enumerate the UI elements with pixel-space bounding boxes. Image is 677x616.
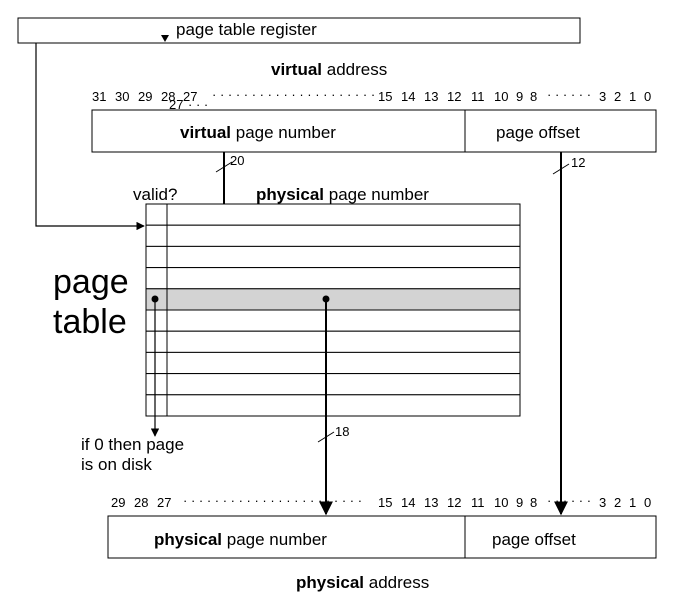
physical-bit-numbers: 29 28 27 · · · · · · · · · · · · · · · ·… — [111, 493, 651, 510]
page-table-title-line1: page — [53, 263, 129, 301]
vbit-dots-upper: · · · · · · · · · · · · · · · · · · · · … — [212, 87, 375, 102]
offset-width-label: 12 — [571, 155, 585, 170]
vbit-dots-lower: · · · — [188, 97, 208, 112]
vbit-10: 10 — [494, 89, 508, 104]
pbit-1: 1 — [629, 495, 636, 510]
vpn-width-slash — [215, 161, 233, 173]
vbit-14: 14 — [401, 89, 415, 104]
pbit-29: 29 — [111, 495, 125, 510]
pbit-12: 12 — [447, 495, 461, 510]
vbit-28: 28 — [161, 89, 175, 104]
vbit-15: 15 — [378, 89, 392, 104]
ppn-width-slash — [317, 431, 335, 443]
ppn-width-label: 18 — [335, 424, 349, 439]
physical-address-box — [107, 515, 657, 559]
register-down-arrow-icon — [161, 35, 169, 42]
pbit-13: 13 — [424, 495, 438, 510]
vbit-1: 1 — [629, 89, 636, 104]
vbit-dots-right: · · · · · · — [547, 87, 591, 102]
page-table-title-line2: table — [53, 303, 127, 341]
vbit-11: 11 — [471, 89, 485, 104]
virtual-address-box — [91, 109, 657, 153]
physical-page-number-label: physical page number — [154, 530, 327, 549]
vbit-8: 8 — [530, 89, 537, 104]
vbit-31: 31 — [92, 89, 106, 104]
page-table-register-label: page table register — [176, 20, 317, 39]
page-table-row — [145, 224, 521, 247]
offset-width-slash — [552, 163, 570, 175]
pbit-dots-upper: · · · · · · · · · · · · · · · · · · · · … — [183, 493, 362, 508]
vbit-27-extra: 27 — [169, 97, 183, 112]
pbit-0: 0 — [644, 495, 651, 510]
physical-page-offset-label: page offset — [492, 530, 576, 549]
vbit-13: 13 — [424, 89, 438, 104]
vbit-30: 30 — [115, 89, 129, 104]
page-table-register-box — [17, 17, 581, 44]
virtual-page-number-label: virtual page number — [180, 123, 336, 142]
vpn-width-label: 20 — [230, 153, 244, 168]
pbit-2: 2 — [614, 495, 621, 510]
vbit-9: 9 — [516, 89, 523, 104]
disk-note-line1: if 0 then page — [81, 435, 184, 454]
virtual-bit-numbers: 31 30 29 28 27 27 · · · · · · · · · · · … — [92, 87, 651, 112]
page-table-row — [145, 373, 521, 396]
pbit-3: 3 — [599, 495, 606, 510]
pbit-27: 27 — [157, 495, 171, 510]
vbit-29: 29 — [138, 89, 152, 104]
page-table-row — [145, 203, 521, 226]
valid-column-header: valid? — [133, 185, 177, 204]
pbit-dots-right: · · · · · · — [547, 493, 591, 508]
pbit-11: 11 — [471, 495, 485, 510]
pbit-9: 9 — [516, 495, 523, 510]
vbit-2: 2 — [614, 89, 621, 104]
pbit-14: 14 — [401, 495, 415, 510]
page-table-row — [145, 351, 521, 375]
page-table-row — [145, 267, 521, 290]
page-table-row — [145, 394, 521, 417]
vbit-12: 12 — [447, 89, 461, 104]
page-table-row-selected — [145, 288, 521, 311]
pbit-15: 15 — [378, 495, 392, 510]
pbit-28: 28 — [134, 495, 148, 510]
disk-note-line2: is on disk — [81, 455, 152, 474]
ppn-column-header: physical page number — [256, 185, 429, 204]
virtual-page-offset-label: page offset — [496, 123, 580, 142]
page-table-row — [145, 245, 521, 269]
page-table-row — [145, 330, 521, 353]
physical-address-caption: physical address — [296, 573, 429, 592]
pbit-10: 10 — [494, 495, 508, 510]
page-table-rows — [145, 203, 521, 417]
vbit-3: 3 — [599, 89, 606, 104]
vbit-0: 0 — [644, 89, 651, 104]
page-table-frame — [145, 203, 521, 417]
vbit-27: 27 — [183, 89, 197, 104]
pbit-8: 8 — [530, 495, 537, 510]
register-to-table-arrow — [35, 43, 145, 231]
page-table-row — [145, 309, 521, 332]
virtual-address-caption: virtual address — [271, 60, 387, 79]
